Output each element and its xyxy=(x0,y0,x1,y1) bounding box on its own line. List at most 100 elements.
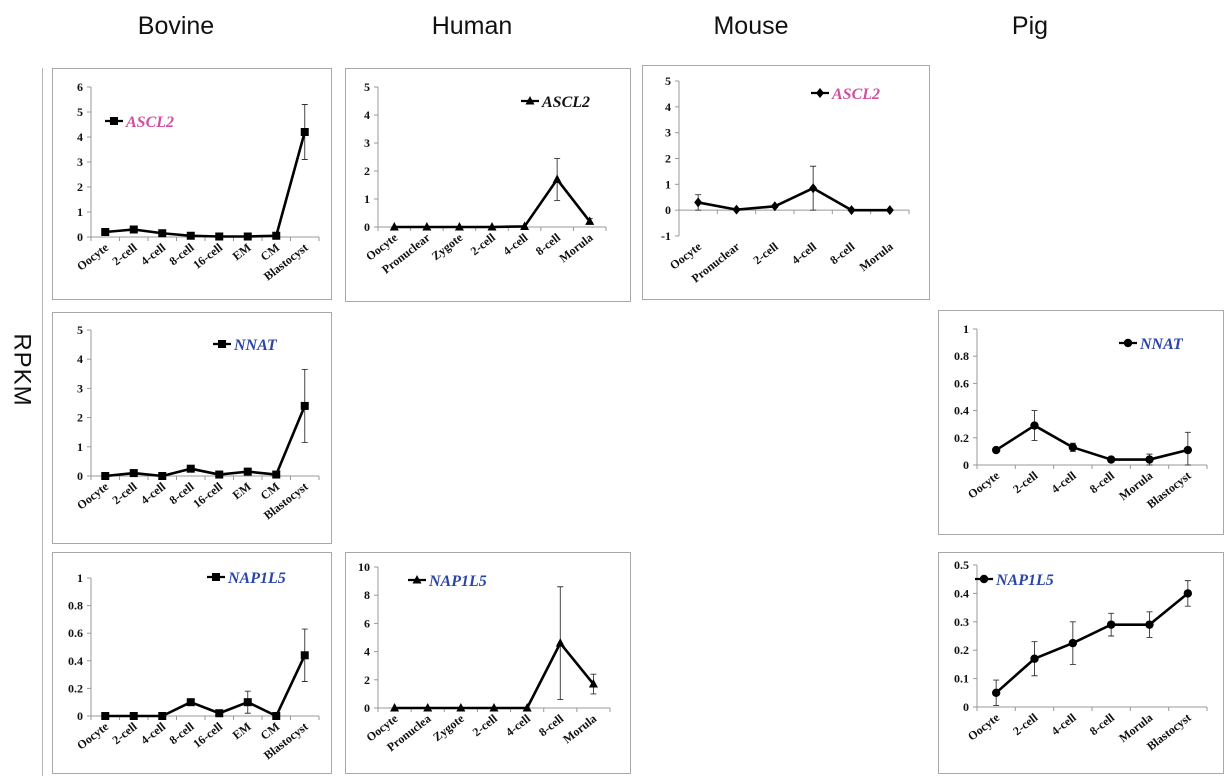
data-point xyxy=(101,228,110,236)
y-tick-label: 1 xyxy=(364,192,370,206)
data-point xyxy=(158,229,167,238)
y-tick-label: 6 xyxy=(77,80,83,94)
data-point xyxy=(1030,421,1039,430)
x-tick-label: 2-cell xyxy=(751,239,782,267)
column-header-bovine: Bovine xyxy=(137,12,215,40)
y-tick-label: 4 xyxy=(364,108,370,122)
data-point xyxy=(186,231,195,240)
x-tick-label: 2-cell xyxy=(470,711,501,739)
x-tick-label: Morula xyxy=(857,239,896,274)
y-tick-label: 5 xyxy=(665,74,671,88)
x-tick-label: Oocyte xyxy=(74,240,112,274)
x-tick-label: EM xyxy=(230,719,254,742)
x-tick-label: 2-cell xyxy=(468,230,499,258)
series-line xyxy=(394,641,595,710)
legend-marker xyxy=(110,117,118,125)
data-point xyxy=(215,709,224,718)
legend-label: NAP1L5 xyxy=(227,570,286,587)
series-nap1l5 xyxy=(991,580,1193,707)
data-point xyxy=(129,225,138,234)
x-tick-label: 4-cell xyxy=(138,479,169,507)
legend-marker xyxy=(212,573,220,581)
legend-label: ASCL2 xyxy=(541,94,590,111)
column-header-human: Human xyxy=(431,12,513,40)
y-tick-label: 0.8 xyxy=(954,349,969,363)
data-point xyxy=(1106,455,1116,464)
data-point xyxy=(300,128,309,136)
x-tick-label: 4-cell xyxy=(1049,710,1080,738)
series-line xyxy=(105,654,306,718)
data-point xyxy=(1068,638,1078,648)
data-point xyxy=(272,470,281,479)
x-tick-label: Morula xyxy=(560,711,599,746)
y-tick-label: 0.4 xyxy=(954,586,969,600)
y-tick-label: 5 xyxy=(77,105,83,119)
y-tick-label: 1 xyxy=(77,205,83,219)
x-tick-label: 2-cell xyxy=(109,719,140,747)
x-tick-label: 2-cell xyxy=(1010,468,1041,496)
x-tick-label: 4-cell xyxy=(503,711,534,739)
x-tick-label: 16-cell xyxy=(190,240,225,272)
data-point xyxy=(101,712,110,720)
y-tick-label: 0 xyxy=(364,701,370,715)
data-point xyxy=(272,231,281,240)
legend-marker xyxy=(1123,338,1133,348)
data-point xyxy=(991,688,1001,697)
series-line xyxy=(697,186,890,212)
data-point xyxy=(456,703,466,712)
y-tick-label: 0.6 xyxy=(68,626,83,640)
legend: ASCL2 xyxy=(811,86,880,103)
data-point xyxy=(1145,455,1154,464)
chart-bovine-nap1l5: 00.20.40.60.81Oocyte2-cell4-cell8-cell16… xyxy=(68,570,320,762)
y-tick-label: 2 xyxy=(364,164,370,178)
series-nnat xyxy=(101,368,309,480)
data-point xyxy=(129,469,138,478)
y-tick-label: 0 xyxy=(665,203,671,217)
x-tick-label: 2-cell xyxy=(109,240,140,268)
x-tick-label: 8-cell xyxy=(827,239,858,267)
y-tick-label: 4 xyxy=(77,352,83,366)
data-point xyxy=(390,703,400,712)
x-tick-label: 8-cell xyxy=(1087,468,1118,496)
data-point xyxy=(300,401,309,410)
data-point xyxy=(489,703,499,712)
y-tick-label: 2 xyxy=(665,152,671,166)
x-tick-label: 4-cell xyxy=(138,240,169,268)
data-point xyxy=(522,703,532,712)
data-point xyxy=(158,712,167,720)
y-tick-label: 0.6 xyxy=(954,376,969,390)
data-point xyxy=(552,174,562,183)
y-tick-label: 3 xyxy=(364,136,370,150)
x-tick-label: Oocyte xyxy=(74,719,112,753)
x-tick-label: Morula xyxy=(556,230,595,265)
x-tick-label: 2-cell xyxy=(109,479,140,507)
series-line xyxy=(995,592,1189,694)
chart-panel-human-ascl2: 0 1 2 3 4 5 Oocyte Pronuclear Zygote 2-cell 4-cell… xyxy=(345,68,631,302)
data-point xyxy=(423,703,433,712)
legend-marker xyxy=(525,96,535,105)
data-point xyxy=(487,222,497,231)
data-point xyxy=(520,221,530,230)
column-header-pig: Pig xyxy=(1011,12,1049,40)
data-point xyxy=(215,470,224,479)
data-point xyxy=(732,204,741,215)
y-tick-label: 3 xyxy=(665,126,671,140)
x-tick-label: 4-cell xyxy=(1049,468,1080,496)
data-point xyxy=(215,232,224,241)
chart-panel-human-nap1l5: 0 2 4 6 8 10 Oocyte Pronuclea Zygote 2-cell 4-cell… xyxy=(345,552,631,774)
series-ascl2 xyxy=(694,165,894,216)
x-tick-label: Oocyte xyxy=(965,710,1003,744)
data-point xyxy=(272,712,281,720)
legend: ASCL2 xyxy=(105,114,174,131)
y-tick-label: 8 xyxy=(364,588,370,602)
y-tick-label: 0 xyxy=(963,700,969,714)
series-line xyxy=(394,178,591,229)
y-tick-label: 0.8 xyxy=(68,599,83,613)
data-point xyxy=(129,712,138,720)
y-tick-label: 5 xyxy=(77,323,83,337)
y-tick-label: 0 xyxy=(364,220,370,234)
legend-label: NAP1L5 xyxy=(995,572,1054,589)
